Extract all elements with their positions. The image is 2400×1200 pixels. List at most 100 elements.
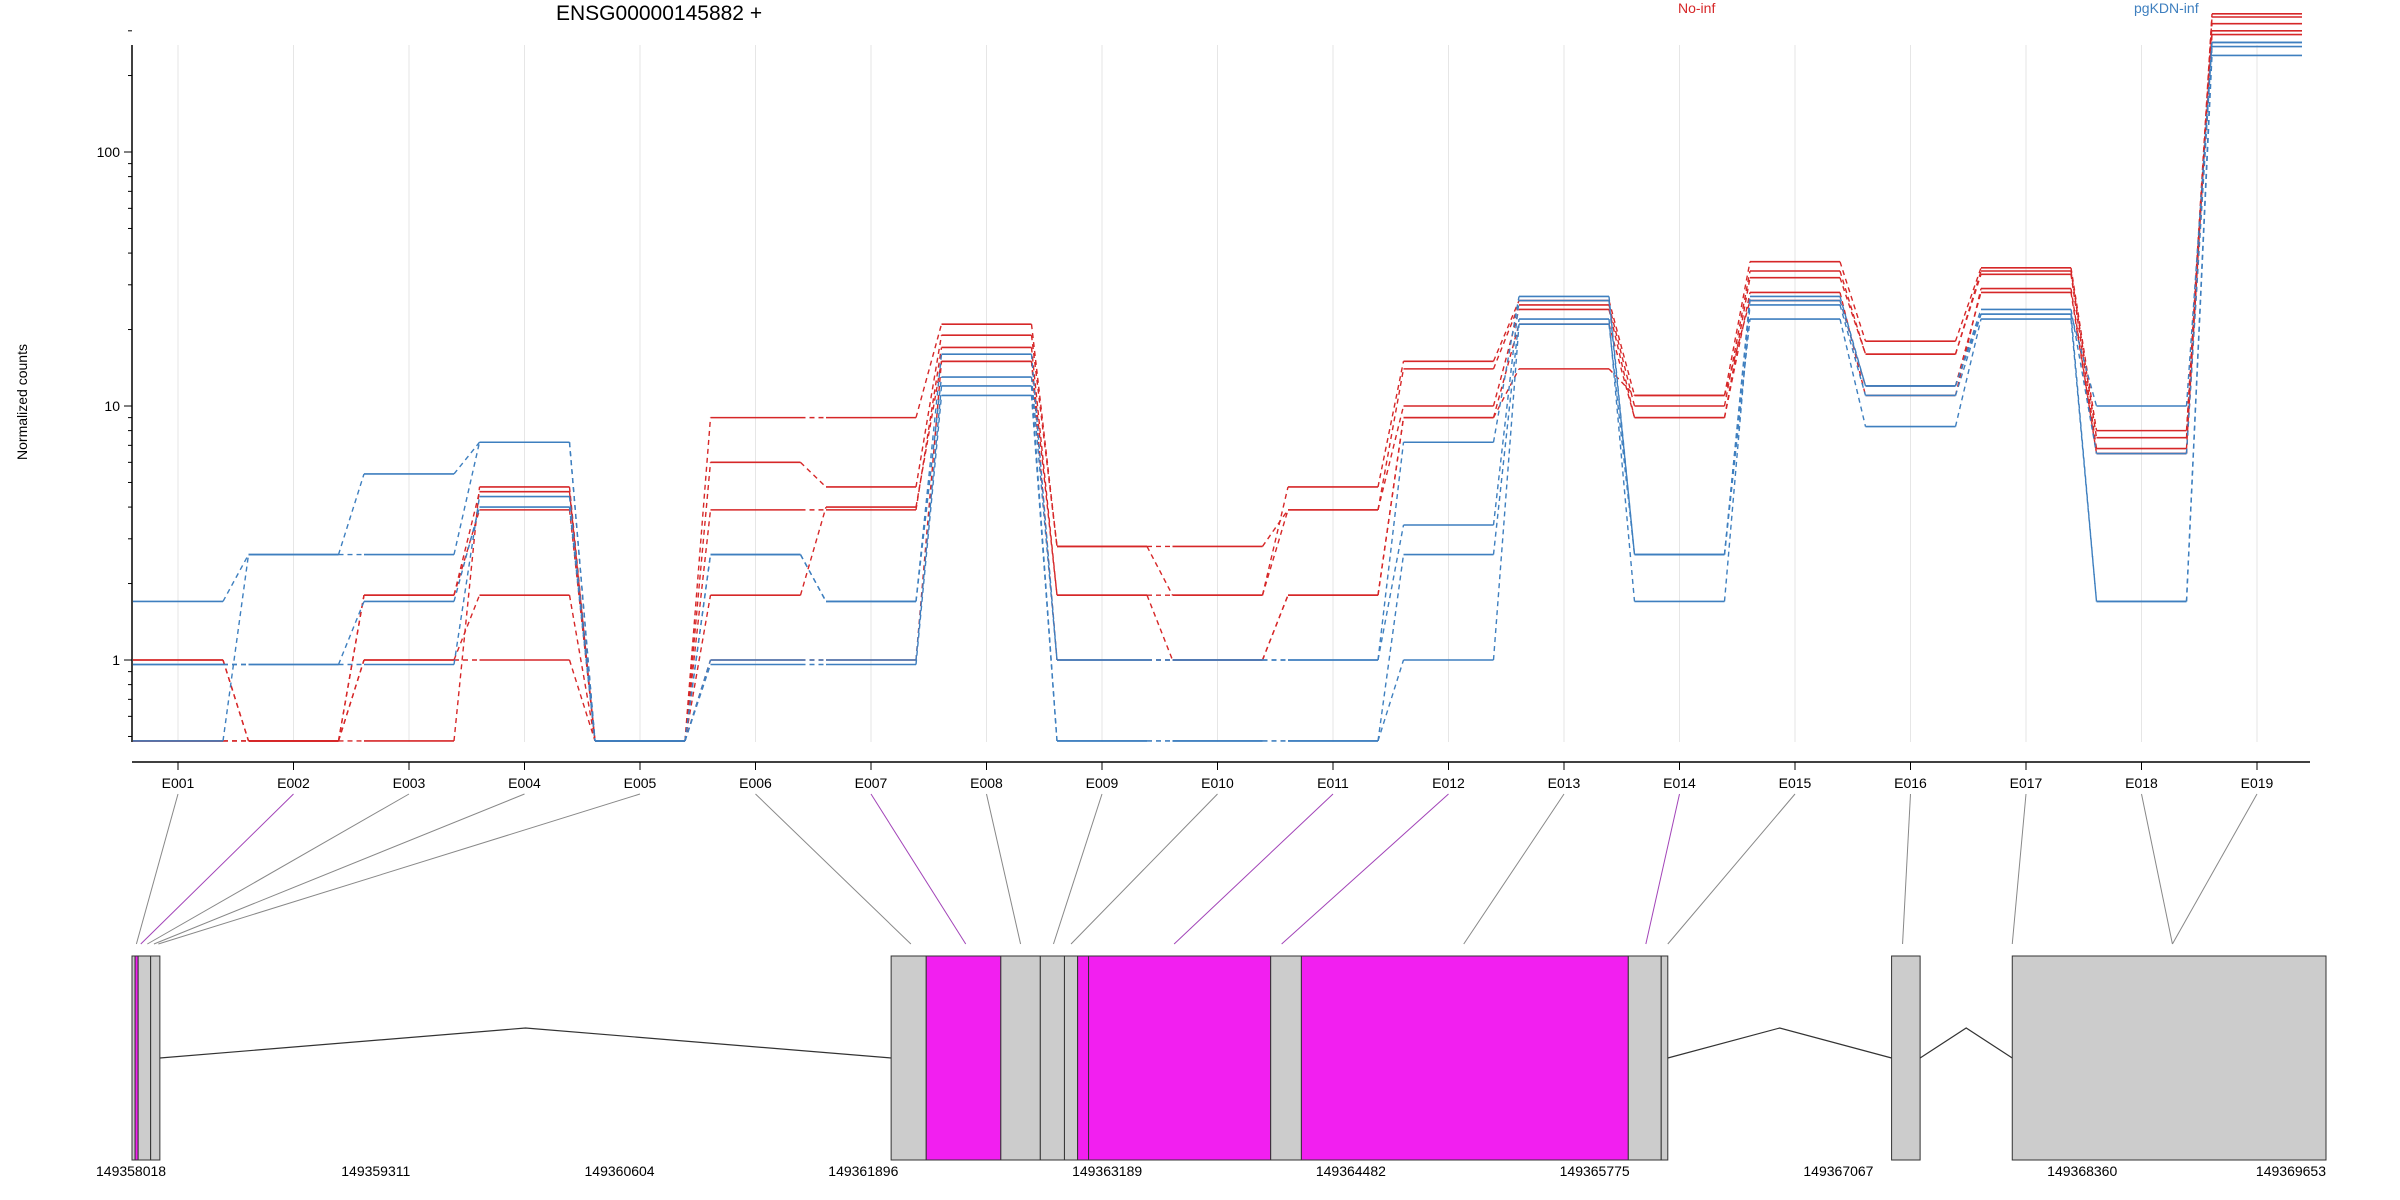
series-transition (915, 376, 943, 602)
series-transition (1377, 417, 1405, 596)
exon-block (1077, 955, 1090, 1161)
series-transition (915, 395, 943, 665)
y-tick-label: 10 (104, 398, 120, 414)
series-transition (1030, 395, 1058, 742)
series-transition (1954, 313, 1982, 396)
series-transition (1377, 524, 1405, 661)
x-tick-label-e001: E001 (162, 775, 195, 791)
connector-e006 (755, 793, 912, 945)
series-transition (915, 335, 943, 488)
intron-line (1919, 1027, 2013, 1059)
series-transition (337, 595, 365, 742)
series-transition (1608, 300, 1636, 396)
x-tick-label-e002: E002 (277, 775, 310, 791)
series-transition (1839, 318, 1867, 427)
series-transition (1608, 324, 1636, 555)
coordinate-label: 149361896 (828, 1163, 898, 1179)
series-transition (1492, 300, 1520, 362)
series-transition (1723, 304, 1751, 602)
exon-block (1039, 955, 1065, 1161)
exon-block (1000, 955, 1041, 1161)
series-transition (1608, 296, 1636, 555)
axes: 1 10 100 E001 E002 E003 E004 E005 E006 E007 E008 E0… (97, 30, 2310, 791)
x-tick-label-e006: E006 (739, 775, 772, 791)
series-transition (337, 473, 365, 555)
series-transition (1377, 554, 1405, 742)
series-transition (684, 595, 712, 742)
series-transition (1492, 304, 1520, 370)
series-transition (453, 441, 481, 475)
series-transition (799, 554, 827, 602)
x-tick-label-e012: E012 (1432, 775, 1465, 791)
intron-line (1667, 1027, 1892, 1059)
series-transition (915, 361, 943, 508)
connector-e011 (1173, 793, 1334, 945)
grid-lines (177, 45, 2258, 742)
exon-block (137, 955, 152, 1161)
exon-block (1627, 955, 1662, 1161)
series-transition (1954, 274, 1982, 355)
exon-block (150, 955, 161, 1161)
connector-e003 (147, 793, 410, 945)
series-transition (1723, 300, 1751, 396)
coordinate-label: 149360604 (585, 1163, 655, 1179)
coordinate-label: 149365775 (1560, 1163, 1630, 1179)
series-transition (2070, 274, 2098, 449)
series-transition (684, 554, 712, 742)
connector-e008 (986, 793, 1022, 945)
x-tick-label-e005: E005 (624, 775, 657, 791)
series-transition (684, 462, 712, 742)
series-transition (915, 385, 943, 661)
series-transition (1146, 546, 1174, 596)
connector-e018 (2141, 793, 2173, 945)
legend-no-inf: No-inf (1678, 0, 1716, 16)
series-transition (1608, 323, 1636, 418)
series-transition (222, 554, 250, 742)
series-transition (1492, 300, 1520, 526)
coordinate-label: 149359311 (341, 1163, 410, 1179)
series-transition (1608, 318, 1636, 602)
series-transition (1261, 509, 1289, 547)
series-transition (1954, 309, 1982, 387)
x-tick-label-e016: E016 (1894, 775, 1927, 791)
series-transition (1492, 318, 1520, 555)
series-transition (1377, 442, 1405, 661)
series-transition (453, 506, 481, 602)
series-9-pgkdn-inf (133, 54, 2302, 742)
series-transition (799, 506, 827, 596)
series-transition (337, 601, 365, 665)
connector-e002 (140, 793, 294, 945)
connector-e010 (1070, 793, 1218, 945)
series-transition (1146, 594, 1174, 661)
x-tick-label-e015: E015 (1779, 775, 1812, 791)
series-transition (1723, 300, 1751, 555)
exon-block (1270, 955, 1302, 1161)
series-transition (684, 509, 712, 742)
y-axis-label: Normalized counts (14, 344, 30, 460)
x-tick-label-e003: E003 (393, 775, 426, 791)
series-transition (2070, 267, 2098, 431)
x-tick-label-e017: E017 (2010, 775, 2043, 791)
series-7-pgkdn-inf (133, 41, 2302, 742)
connector-e015 (1667, 793, 1796, 945)
series-transition (337, 659, 365, 742)
x-tick-label-e018: E018 (2125, 775, 2158, 791)
connector-e013 (1463, 793, 1565, 945)
exon-block (1660, 955, 1669, 1161)
exon-block (2011, 955, 2327, 1161)
series-transition (915, 347, 943, 510)
series-transition (1492, 296, 1520, 443)
connector-e005 (158, 793, 641, 945)
exon-block (890, 955, 927, 1161)
connector-e012 (1281, 793, 1449, 945)
series-transition (1608, 368, 1636, 396)
series-transition (1954, 292, 1982, 387)
coordinate-label: 149363189 (1072, 1163, 1142, 1179)
series-transition (1377, 659, 1405, 742)
series-transition (915, 354, 943, 602)
series-transition (2185, 42, 2213, 407)
series-transition (453, 594, 481, 661)
gene-model: 149358018 149359311 149360604 149361896 1493… (96, 955, 2327, 1179)
y-tick-label: 100 (97, 144, 121, 160)
connector-e016 (1902, 793, 1911, 945)
